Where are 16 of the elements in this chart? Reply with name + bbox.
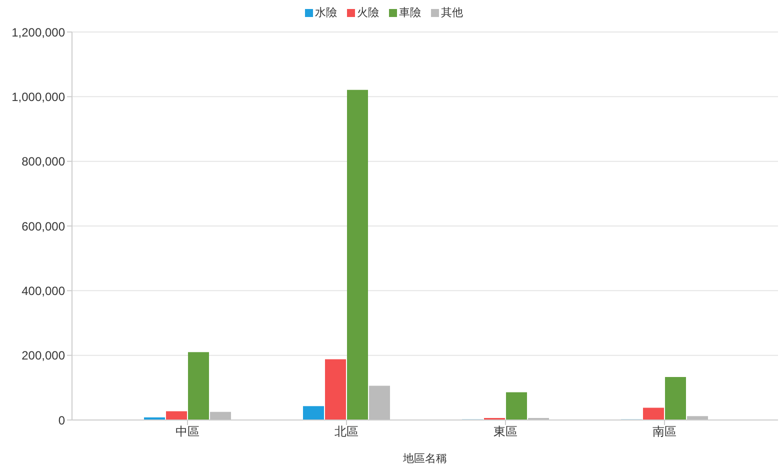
- x-tick-label: 南區: [652, 424, 676, 439]
- y-tick-label: 200,000: [22, 348, 66, 363]
- x-axis-title: 地區名稱: [402, 452, 447, 465]
- y-tick-label: 1,000,000: [12, 90, 66, 104]
- legend-label: 其他: [441, 7, 463, 19]
- legend-label: 火險: [357, 7, 379, 19]
- y-tick-label: 1,200,000: [12, 25, 66, 40]
- x-tick-label: 北區: [334, 424, 358, 439]
- y-tick-label: 600,000: [22, 219, 66, 234]
- x-tick-label: 中區: [176, 424, 200, 439]
- legend-label: 車險: [399, 7, 421, 19]
- x-tick-label: 東區: [494, 424, 518, 439]
- y-tick-label: 0: [58, 413, 66, 428]
- y-tick-label: 800,000: [22, 154, 66, 169]
- legend-label: 水險: [315, 7, 337, 19]
- y-tick-label: 400,000: [22, 284, 66, 298]
